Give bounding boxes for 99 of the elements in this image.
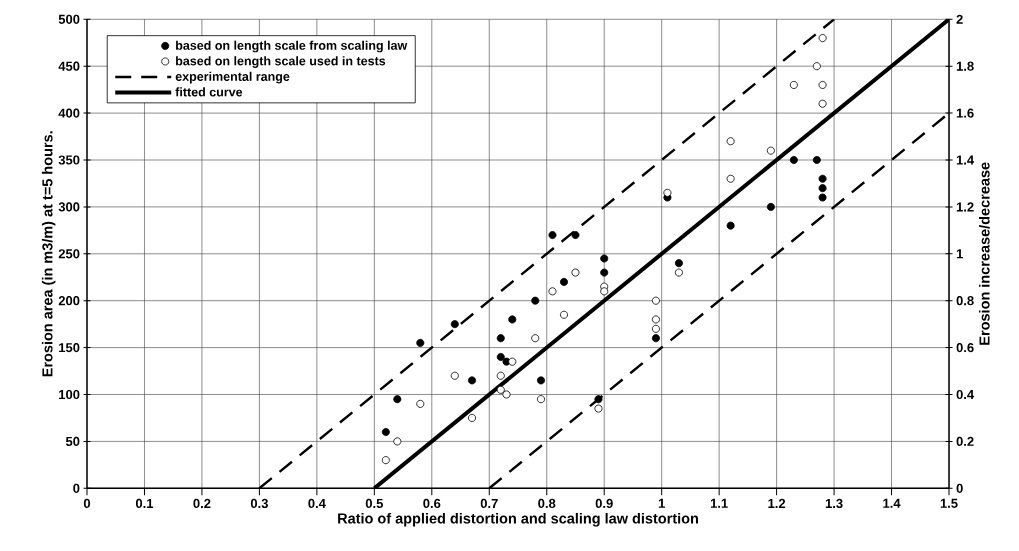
- point: [571, 231, 580, 240]
- y-tick-label: 0: [73, 483, 80, 493]
- point: [531, 296, 540, 305]
- point: [381, 428, 390, 437]
- point: [393, 437, 402, 446]
- point: [416, 399, 425, 408]
- y-tick-label: 300: [58, 202, 80, 212]
- point: [537, 376, 545, 385]
- point: [812, 62, 821, 71]
- point: [416, 338, 425, 347]
- point: [812, 156, 821, 164]
- point: [818, 34, 827, 43]
- x-tick-label: 0.8: [538, 498, 556, 509]
- point: [502, 390, 511, 399]
- x-tick-label: 0: [83, 498, 91, 509]
- legend-label: experimental range: [175, 71, 290, 84]
- y2-tick-label: 2: [956, 14, 963, 24]
- x-tick-label: 0.5: [365, 498, 384, 509]
- x-tick-label: 0.7: [480, 498, 498, 509]
- point: [818, 193, 827, 202]
- point: [594, 395, 603, 404]
- point: [531, 334, 540, 343]
- point: [663, 188, 672, 197]
- point: [594, 404, 603, 413]
- point: [651, 334, 660, 343]
- legend-label: based on length scale from scaling law: [176, 40, 408, 53]
- point: [818, 99, 827, 108]
- y2-tick-label: 0: [956, 483, 963, 493]
- point: [789, 80, 798, 89]
- point: [818, 174, 827, 183]
- x-tick-label: 0.9: [595, 498, 613, 509]
- point: [600, 254, 609, 263]
- point: [789, 156, 798, 164]
- point: [496, 352, 505, 361]
- y2-tick-label: 1.6: [956, 108, 974, 118]
- point: [766, 146, 775, 155]
- point: [651, 296, 660, 305]
- point: [537, 395, 545, 404]
- y-tick-label: 450: [58, 61, 80, 71]
- x-tick-label: 1.3: [825, 498, 843, 509]
- x-tick-label: 0.2: [193, 498, 211, 509]
- point: [496, 334, 505, 343]
- point: [726, 174, 735, 183]
- point: [468, 413, 477, 422]
- y-tick-label: 400: [58, 108, 80, 118]
- point: [818, 184, 827, 193]
- point: [496, 385, 505, 394]
- y2-tick-label: 1: [956, 249, 963, 259]
- point: [381, 456, 390, 465]
- y-tick-label: 50: [65, 436, 80, 446]
- point: [450, 371, 459, 380]
- point: [651, 315, 660, 324]
- y2-tick-label: 0.2: [956, 436, 974, 446]
- y2-tick-label: 0.4: [956, 389, 975, 400]
- point: [600, 268, 609, 277]
- x-tick-label: 1.2: [768, 498, 786, 508]
- y2-tick-label: 1.8: [956, 61, 974, 71]
- y-tick-label: 500: [58, 14, 80, 24]
- point: [508, 315, 517, 324]
- point: [674, 268, 683, 277]
- point: [548, 231, 557, 240]
- point: [571, 268, 580, 277]
- point: [766, 202, 775, 211]
- y-tick-label: 150: [59, 342, 80, 353]
- y2-tick-label: 0.8: [956, 296, 974, 306]
- y-tick-label: 350: [58, 155, 80, 165]
- x-tick-label: 0.6: [423, 498, 441, 509]
- point: [674, 259, 683, 268]
- x-tick-label: 0.4: [308, 498, 326, 509]
- point: [496, 371, 505, 380]
- y-axis-title: Erosion area (in m3/m) at t=5 hours.: [41, 131, 56, 377]
- point: [393, 395, 402, 404]
- y-tick-label: 250: [58, 249, 80, 259]
- x-tick-label: 0.1: [135, 498, 154, 509]
- y-tick-label: 200: [58, 296, 80, 306]
- point: [468, 376, 477, 385]
- y2-tick-label: 1.2: [956, 202, 974, 212]
- point: [450, 320, 459, 329]
- y2-tick-label: 0.6: [956, 342, 974, 353]
- point: [818, 80, 827, 89]
- point: [726, 137, 735, 146]
- x-tick-label: 1.5: [940, 498, 958, 508]
- point: [651, 324, 660, 333]
- x-tick-label: 1: [658, 498, 665, 508]
- point: [559, 277, 568, 286]
- x-tick-label: 1.1: [710, 498, 728, 508]
- x-tick-label: 0.3: [250, 498, 268, 509]
- point: [726, 221, 735, 230]
- x-tick-label: 1.4: [883, 498, 901, 508]
- y2-axis-title: Erosion increase/decrease: [978, 162, 990, 345]
- legend-label: based on length scale used in tests: [176, 56, 386, 68]
- y2-tick-label: 1.4: [956, 155, 975, 165]
- point: [559, 310, 568, 319]
- y-tick-label: 100: [59, 389, 80, 400]
- point: [548, 287, 557, 296]
- legend-label: fitted curve: [175, 87, 243, 97]
- x-axis-title: Ratio of applied distortion and scaling law distortion: [338, 512, 698, 527]
- point: [508, 357, 517, 366]
- point: [600, 287, 609, 296]
